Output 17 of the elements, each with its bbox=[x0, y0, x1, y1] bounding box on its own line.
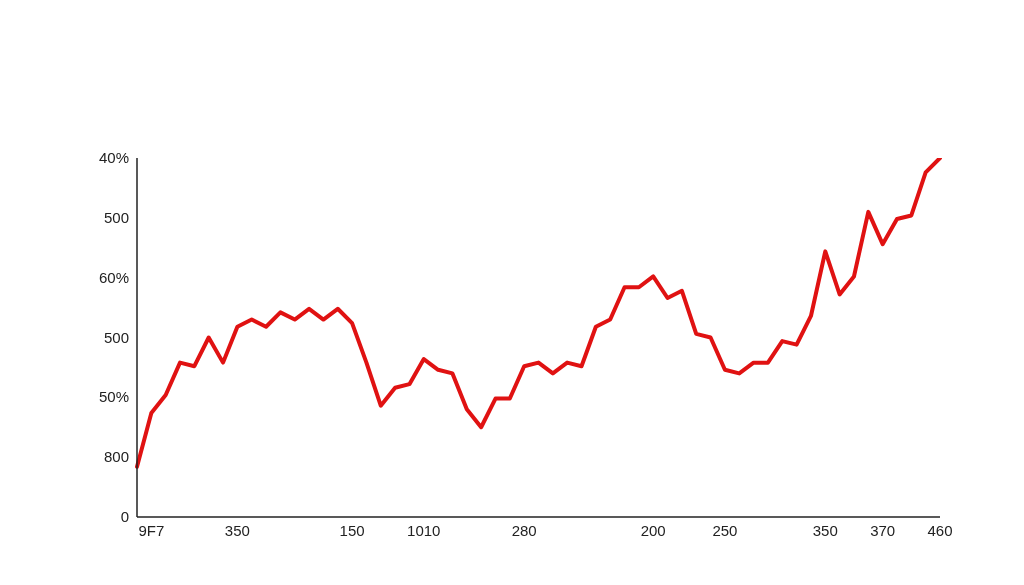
text: 800 bbox=[103, 448, 129, 466]
text: 50% bbox=[98, 388, 129, 406]
x-tick-label: 350 bbox=[224, 521, 250, 539]
text: 500 bbox=[103, 328, 129, 346]
text: 0 bbox=[120, 508, 129, 525]
x-tick-label: 350 bbox=[812, 521, 838, 539]
x-tick-label: 9F7 bbox=[138, 521, 165, 539]
x-tick-label: 280 bbox=[511, 521, 537, 539]
text: 40% bbox=[98, 149, 129, 166]
x-tick-label: 1010 bbox=[407, 521, 441, 539]
x-tick-label: 200 bbox=[640, 521, 666, 539]
x-tick-label: 460 bbox=[927, 521, 953, 539]
text: 500 bbox=[103, 208, 129, 226]
x-tick-label: 370 bbox=[870, 521, 896, 539]
x-tick-label: 250 bbox=[712, 521, 738, 539]
text: 60% bbox=[98, 268, 129, 286]
x-tick-label: 150 bbox=[339, 521, 365, 539]
